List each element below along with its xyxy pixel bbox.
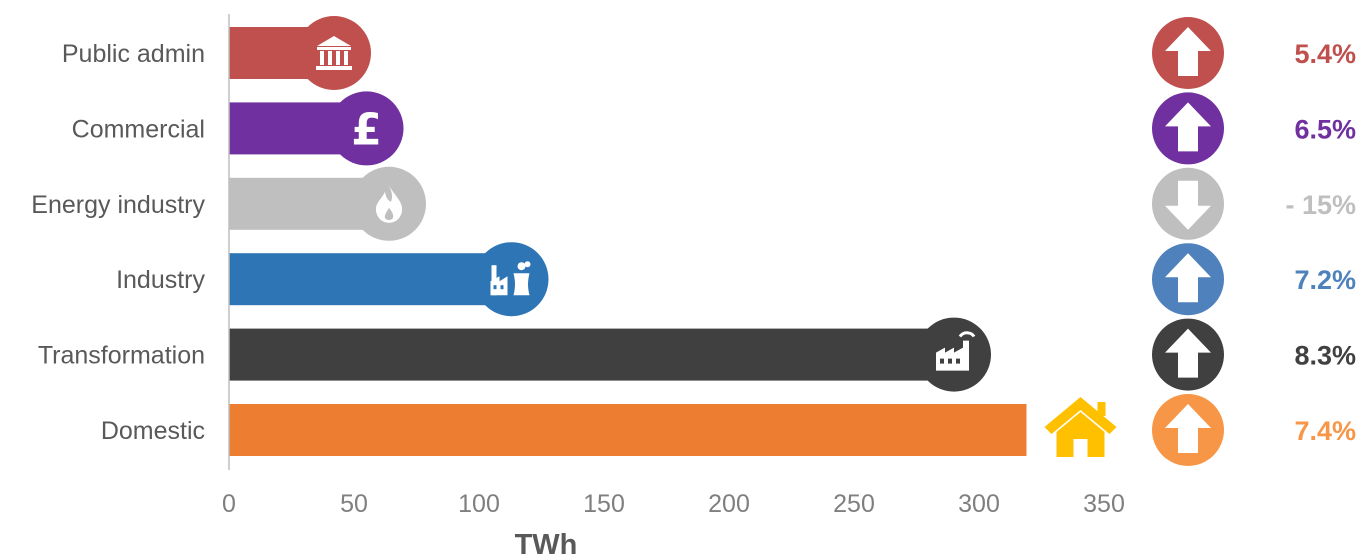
factory-cooling-tower-icon <box>474 242 549 317</box>
category-label: Transformation <box>38 342 205 370</box>
category-label: Energy industry <box>31 191 205 219</box>
house-icon <box>1044 397 1117 457</box>
x-tick-label: 250 <box>833 490 875 518</box>
change-label: 5.4% <box>1294 39 1356 69</box>
factory-icon <box>917 317 991 392</box>
arrow-up-icon <box>1152 394 1224 466</box>
bar <box>229 253 512 306</box>
category-label: Public admin <box>62 40 205 68</box>
flame-icon <box>352 166 426 241</box>
x-tick-label: 100 <box>458 490 500 518</box>
x-tick-labels-group: 0 50 100 150 200 250 300 350 <box>222 490 1125 518</box>
x-tick-label: 350 <box>1083 490 1125 518</box>
bars-group <box>229 27 1027 456</box>
x-axis-title: TWh <box>515 529 578 556</box>
change-indicators-group: 5.4% 6.5% - 15% 7.2% 8.3% 7.4% <box>1152 17 1356 466</box>
svg-text:£: £ <box>351 104 382 155</box>
arrow-up-icon <box>1152 17 1224 89</box>
category-icons-group: £ <box>297 16 1117 457</box>
bar <box>229 404 1027 456</box>
arrow-up-icon <box>1152 92 1224 165</box>
category-label: Commercial <box>72 115 205 143</box>
change-label: 7.4% <box>1294 416 1356 446</box>
pound-sign-icon: £ <box>329 91 404 166</box>
x-tick-label: 150 <box>583 490 625 518</box>
category-label: Domestic <box>101 417 205 445</box>
category-label: Industry <box>116 266 205 294</box>
bar <box>229 328 954 381</box>
arrow-up-icon <box>1152 318 1224 391</box>
arrow-up-icon <box>1152 243 1224 316</box>
x-tick-label: 50 <box>340 490 368 518</box>
x-tick-label: 300 <box>958 490 1000 518</box>
x-tick-label: 200 <box>708 490 750 518</box>
change-label: - 15% <box>1285 190 1356 220</box>
arrow-down-icon <box>1152 167 1224 240</box>
x-tick-label: 0 <box>222 490 236 518</box>
change-label: 6.5% <box>1294 114 1356 144</box>
change-label: 8.3% <box>1294 341 1356 371</box>
category-labels-group: Public admin Commercial Energy industry Ind… <box>31 40 205 445</box>
change-label: 7.2% <box>1294 265 1356 295</box>
government-building-icon <box>297 16 371 90</box>
